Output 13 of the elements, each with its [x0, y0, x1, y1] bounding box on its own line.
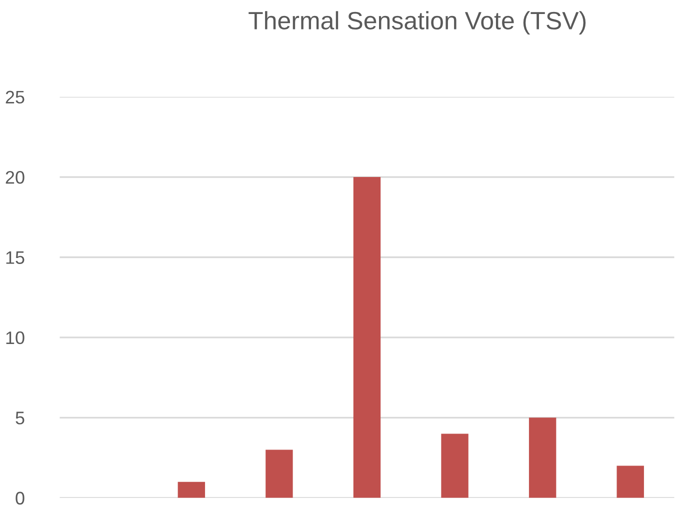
bar — [441, 434, 468, 498]
bar — [178, 482, 206, 498]
chart-title: Thermal Sensation Vote (TSV) — [248, 11, 586, 34]
y-tick-label: 15 — [6, 251, 24, 264]
y-tick-label: 25 — [6, 90, 24, 104]
bar — [353, 177, 381, 498]
bar — [266, 450, 293, 498]
bar — [616, 466, 644, 498]
y-tick-label: 10 — [6, 331, 24, 344]
y-tick-label: 5 — [16, 412, 24, 424]
y-tick-label: 20 — [6, 170, 24, 184]
y-tick-label: 0 — [16, 492, 24, 505]
bar — [528, 418, 556, 498]
